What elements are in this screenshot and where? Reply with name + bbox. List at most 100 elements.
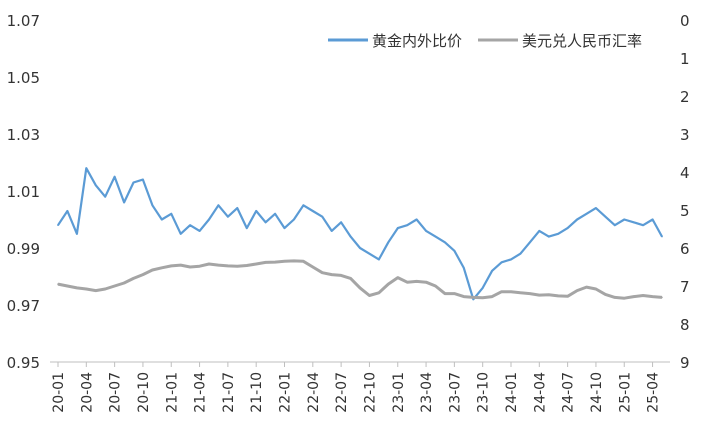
point-usdcny — [557, 295, 559, 297]
point-usdcny — [227, 265, 229, 267]
point-gold-ratio — [264, 221, 267, 224]
point-gold-ratio — [519, 252, 522, 255]
point-usdcny — [208, 263, 210, 265]
point-usdcny — [179, 264, 182, 266]
x-tick-label: 21-07 — [221, 372, 237, 413]
x-tick-label: 22-04 — [306, 372, 322, 413]
point-gold-ratio — [387, 241, 390, 244]
point-gold-ratio — [396, 227, 399, 229]
point-usdcny — [463, 295, 465, 298]
point-usdcny — [94, 289, 97, 292]
x-tick-label: 21-01 — [164, 372, 180, 413]
point-gold-ratio — [208, 218, 210, 221]
y-left-tick-label: 0.95 — [7, 354, 40, 372]
point-usdcny — [378, 292, 380, 294]
point-usdcny — [340, 274, 342, 277]
point-gold-ratio — [500, 261, 503, 264]
point-usdcny — [519, 292, 522, 294]
point-usdcny — [547, 293, 550, 296]
point-gold-ratio — [359, 247, 361, 249]
point-usdcny — [651, 295, 654, 298]
point-gold-ratio — [217, 204, 220, 207]
y-right-tick-label: 1 — [680, 50, 690, 68]
point-usdcny — [302, 260, 305, 263]
point-usdcny — [236, 265, 239, 268]
y-right-tick-label: 2 — [680, 88, 690, 106]
point-gold-ratio — [453, 250, 456, 252]
point-usdcny — [368, 294, 371, 297]
point-gold-ratio — [623, 218, 626, 221]
point-gold-ratio — [595, 207, 597, 209]
x-tick-label: 20-01 — [51, 372, 67, 413]
y-left-tick-label: 1.07 — [7, 12, 40, 30]
point-usdcny — [142, 273, 144, 276]
point-usdcny — [170, 265, 173, 267]
point-gold-ratio — [604, 215, 607, 218]
point-usdcny — [434, 285, 437, 287]
point-usdcny — [387, 283, 390, 285]
point-gold-ratio — [236, 207, 239, 209]
point-gold-ratio — [255, 210, 257, 212]
series-line-gold-ratio — [57, 167, 663, 301]
series-layer — [57, 167, 663, 301]
point-gold-ratio — [142, 178, 144, 181]
point-usdcny — [123, 282, 125, 284]
point-usdcny — [255, 263, 257, 265]
point-gold-ratio — [321, 215, 324, 218]
point-usdcny — [661, 296, 663, 299]
x-tick-label: 23-04 — [419, 372, 435, 413]
point-usdcny — [85, 288, 88, 290]
point-gold-ratio — [576, 218, 578, 221]
point-gold-ratio — [340, 221, 342, 224]
point-usdcny — [274, 261, 276, 263]
point-gold-ratio — [66, 210, 69, 212]
y-right-tick-label: 4 — [680, 164, 690, 182]
point-gold-ratio — [378, 258, 380, 261]
point-gold-ratio — [651, 218, 654, 221]
x-tick-label: 22-01 — [278, 372, 294, 413]
point-usdcny — [406, 281, 408, 284]
point-gold-ratio — [189, 224, 191, 226]
x-tick-label: 21-04 — [193, 372, 209, 413]
point-gold-ratio — [425, 230, 427, 232]
point-usdcny — [415, 280, 418, 283]
axes: 1.07 1.05 1.03 1.01 0.99 0.97 0.95 0 1 2 3 4 5 6 7 8 9 20… — [7, 12, 690, 413]
x-tick-label: 24-01 — [504, 372, 520, 413]
x-tick-label: 23-10 — [476, 372, 492, 413]
point-usdcny — [453, 292, 456, 295]
point-gold-ratio — [557, 232, 559, 235]
point-gold-ratio — [198, 230, 201, 232]
point-gold-ratio — [123, 201, 125, 204]
point-usdcny — [161, 266, 163, 269]
point-usdcny — [349, 277, 352, 280]
point-usdcny — [66, 285, 69, 287]
point-usdcny — [57, 283, 59, 285]
series-line-usdcny — [57, 259, 663, 300]
point-usdcny — [500, 290, 503, 293]
y-right-tick-label: 5 — [680, 202, 690, 220]
point-gold-ratio — [510, 258, 512, 261]
point-usdcny — [293, 260, 295, 262]
point-usdcny — [425, 281, 427, 284]
y-right-tick-label: 9 — [680, 354, 690, 372]
point-gold-ratio — [330, 230, 333, 232]
point-usdcny — [330, 273, 333, 276]
point-usdcny — [623, 297, 626, 299]
point-gold-ratio — [245, 227, 248, 229]
y-left-tick-label: 1.03 — [7, 126, 40, 144]
y-right-tick-label: 3 — [680, 126, 690, 144]
point-gold-ratio — [227, 215, 229, 218]
point-usdcny — [132, 277, 135, 280]
point-gold-ratio — [642, 224, 644, 226]
point-gold-ratio — [529, 241, 531, 244]
point-usdcny — [245, 264, 248, 267]
point-gold-ratio — [302, 204, 305, 207]
point-gold-ratio — [463, 267, 465, 269]
y-left-tick-label: 0.97 — [7, 297, 40, 315]
point-usdcny — [283, 260, 286, 263]
point-usdcny — [104, 288, 106, 290]
legend-label-gold-ratio: 黄金内外比价 — [372, 32, 462, 50]
point-usdcny — [576, 289, 578, 292]
point-usdcny — [472, 296, 475, 299]
